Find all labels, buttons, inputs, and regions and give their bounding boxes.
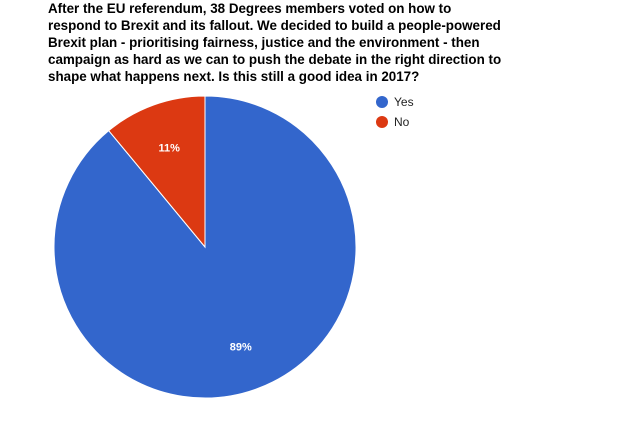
- pie-slice-yes: [53, 95, 357, 399]
- title-line: After the EU referendum, 38 Degrees memb…: [48, 1, 452, 16]
- title-line: campaign as hard as we can to push the d…: [48, 52, 502, 67]
- title-line: Brexit plan - prioritising fairness, jus…: [48, 35, 480, 50]
- legend-label-yes: Yes: [394, 95, 414, 109]
- chart-title: After the EU referendum, 38 Degrees memb…: [48, 0, 588, 85]
- legend-swatch-yes: [376, 96, 388, 108]
- pie-label-no: 11%: [158, 143, 180, 155]
- legend-item-yes: Yes: [376, 92, 414, 112]
- legend: Yes No: [376, 92, 414, 132]
- legend-swatch-no: [376, 116, 388, 128]
- legend-label-no: No: [394, 115, 410, 129]
- pie-label-yes: 89%: [230, 341, 252, 353]
- title-line: respond to Brexit and its fallout. We de…: [48, 18, 501, 33]
- pie-slice-no: [108, 95, 206, 249]
- title-line: shape what happens next. Is this still a…: [48, 69, 420, 84]
- legend-item-no: No: [376, 112, 414, 132]
